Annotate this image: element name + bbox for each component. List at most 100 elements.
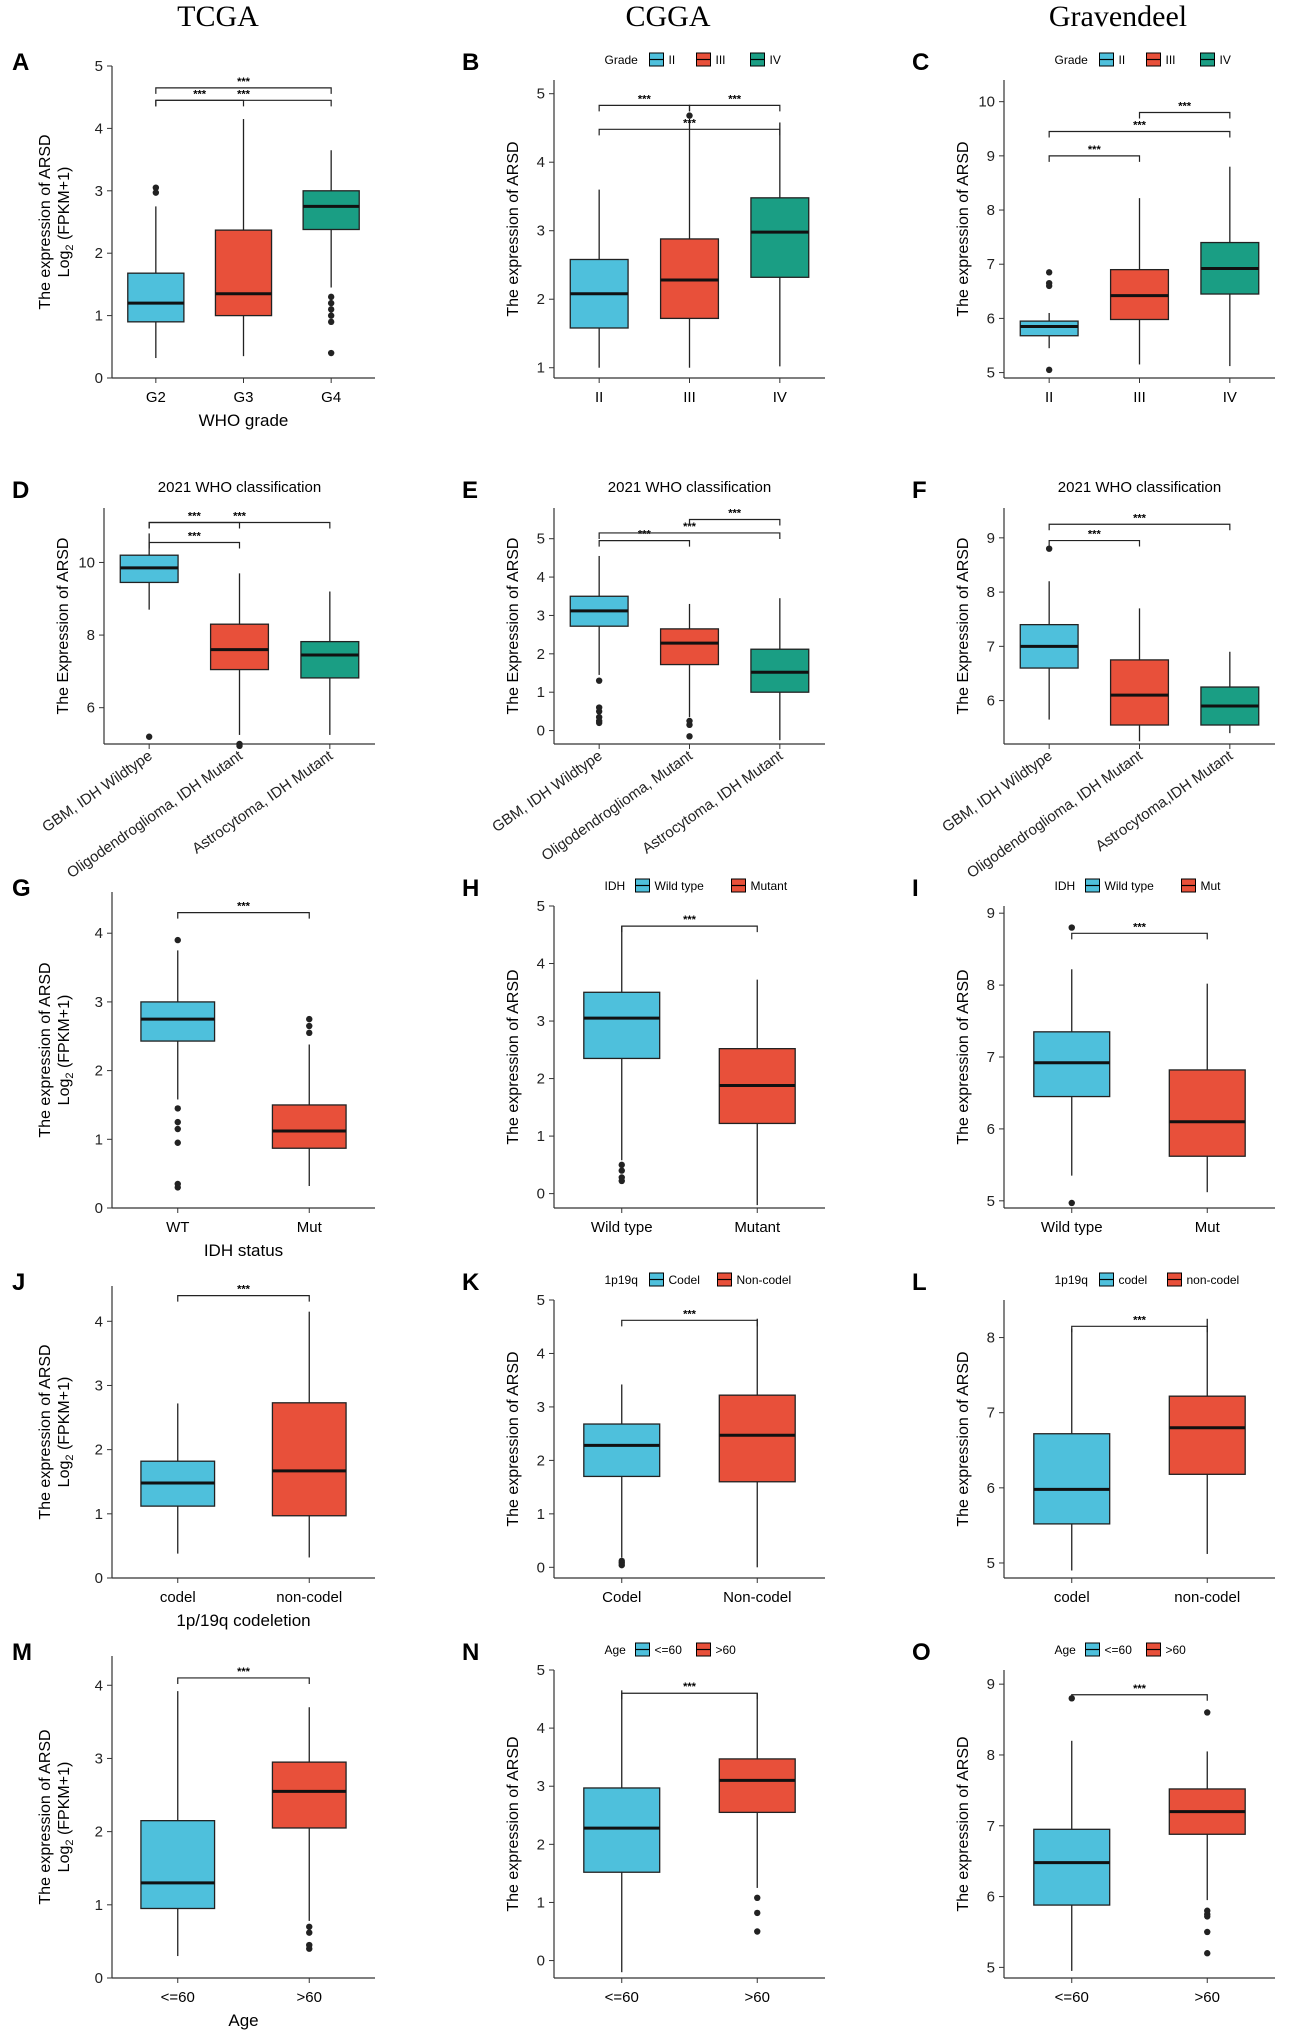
column-title-cgga: CGGA <box>625 0 710 33</box>
panel-e-sig-label-2: *** <box>728 508 742 520</box>
panel-b-sig-label-2: *** <box>728 93 742 105</box>
panel-j: J 0 1 2 3 4 The expression of ARSD Log2 (FPKM+1… <box>12 1269 375 1630</box>
panel-e-outlier-1-1 <box>686 721 693 729</box>
panel-n-ytick-label: 5 <box>537 1662 545 1679</box>
panel-l-legend-title: 1p19q <box>1055 1273 1088 1287</box>
panel-n-ytick-label: 1 <box>537 1894 545 1911</box>
panel-k-letter: K <box>462 1269 480 1296</box>
panel-m-xtick-label: >60 <box>297 1989 322 2006</box>
panel-d-box-2 <box>300 591 360 735</box>
panel-l-box-0 <box>1033 1328 1111 1571</box>
panel-l: L 1p19q codel non-codel 5 6 7 8 The expression o… <box>912 1269 1275 1606</box>
panel-c-ylabel: The expression of ARSD <box>955 141 972 316</box>
panel-f-box-2 <box>1200 651 1260 734</box>
panel-f-sig-label-0: *** <box>1088 529 1102 541</box>
column-title-tcga: TCGA <box>177 0 259 33</box>
panel-b-letter: B <box>462 49 479 76</box>
panel-f-ytick-label: 7 <box>987 638 995 655</box>
panel-g-ytick-label: 0 <box>95 1200 103 1217</box>
panel-o-ytick-label: 6 <box>987 1889 995 1906</box>
panel-a-ytick-label: 2 <box>95 245 103 262</box>
panel-d-outlier-0-0 <box>145 733 153 740</box>
panel-i-ylabel: The expression of ARSD <box>955 969 972 1144</box>
panel-e-sig-label-1: *** <box>683 521 697 533</box>
panel-n: N Age <=60 >60 0 1 2 3 4 5 The expression of ARSD <… <box>462 1639 825 2006</box>
panel-k-box-rect-0 <box>583 1423 661 1478</box>
panel-d-sig-label-1: *** <box>188 511 202 523</box>
panel-i-sig-label-0: *** <box>1133 921 1147 933</box>
panel-b-sig-label-1: *** <box>683 117 697 129</box>
panel-b-box-rect-2 <box>750 197 810 278</box>
panel-b-xtick-label: II <box>595 389 603 406</box>
panel-m-ytick-label: 2 <box>95 1824 103 1841</box>
panel-d-ytick-label: 8 <box>87 627 95 644</box>
panel-e-box-rect-2 <box>750 648 810 693</box>
panel-b-ytick-label: 3 <box>537 223 545 240</box>
panel-f-sig-label-1: *** <box>1133 512 1147 524</box>
panel-m-ylabel-line2: Log2 (FPKM+1) <box>56 1762 76 1873</box>
panel-m-xlabel: Age <box>228 2011 258 2030</box>
panel-g-box-rect-0 <box>140 1001 216 1042</box>
panel-l-legend-label-1: non-codel <box>1187 1273 1240 1287</box>
panel-c-box-0 <box>1019 269 1079 374</box>
panel-l-sig-label-0: *** <box>1133 1314 1147 1326</box>
panel-i-box-0 <box>1033 924 1111 1207</box>
panel-a-box-rect-2 <box>302 190 360 231</box>
panel-a-xlabel: WHO grade <box>199 411 289 430</box>
panel-g-outlier-0-3 <box>174 1125 181 1133</box>
panel-h-ytick-label: 1 <box>537 1128 545 1145</box>
panel-c-ytick-label: 5 <box>987 365 995 382</box>
panel-n-box-0 <box>583 1690 661 1973</box>
panel-m-sig-bracket-0 <box>177 1677 310 1684</box>
panel-k: K 1p19q Codel Non-codel 0 1 2 3 4 5 The expression… <box>462 1269 825 1606</box>
panel-i-ytick-label: 5 <box>987 1193 995 1210</box>
panel-j-xtick-label: codel <box>160 1589 196 1606</box>
panel-g-outlier-1-0 <box>306 1015 313 1023</box>
panel-h-xtick-label: Wild type <box>591 1219 653 1236</box>
panel-k-ylabel: The expression of ARSD <box>505 1351 522 1526</box>
panel-k-legend: 1p19q Codel Non-codel <box>605 1272 791 1287</box>
panel-g-outlier-0-1 <box>174 1105 181 1112</box>
panel-b-sig-label-0: *** <box>638 93 652 105</box>
panel-a-outlier-2-3 <box>327 312 335 319</box>
panel-m-outlier-1-3 <box>306 1945 313 1952</box>
panel-k-ytick-label: 1 <box>537 1506 545 1523</box>
panel-e-sig-bracket-1 <box>598 532 781 539</box>
panel-c-xtick-label: II <box>1045 389 1053 406</box>
panel-g-ytick-label: 2 <box>95 1063 103 1080</box>
panel-o-box-0 <box>1033 1695 1111 1971</box>
panel-h-outlier-0-1 <box>618 1167 625 1174</box>
panel-j-ytick-label: 3 <box>95 1377 103 1394</box>
panel-o-legend-title: Age <box>1055 1643 1077 1657</box>
panel-b-ytick-label: 1 <box>537 360 545 377</box>
panel-e-ytick-label: 2 <box>537 646 545 663</box>
panel-h-ylabel: The expression of ARSD <box>505 969 522 1144</box>
panel-o-box-rect-0 <box>1033 1828 1111 1906</box>
panel-d-box-1 <box>209 573 270 750</box>
panel-l-ytick-label: 8 <box>987 1330 995 1347</box>
panel-o-letter: O <box>912 1639 931 1666</box>
panel-d-ytick-label: 10 <box>78 554 95 571</box>
panel-l-xtick-label: non-codel <box>1174 1589 1240 1606</box>
panel-l-legend-label-0: codel <box>1119 1273 1148 1287</box>
panel-h-xtick-label: Mutant <box>734 1219 781 1236</box>
panel-n-outlier-1-0 <box>754 1894 761 1902</box>
panel-h-legend: IDH Wild type Mutant <box>605 878 788 893</box>
panel-o-outlier-1-5 <box>1204 1950 1211 1957</box>
panel-k-xtick-label: Non-codel <box>723 1589 791 1606</box>
panel-i-box-1 <box>1168 983 1246 1193</box>
panel-b-legend-label-1: III <box>716 53 726 67</box>
panel-m-ytick-label: 0 <box>95 1970 103 1987</box>
panel-d-outlier-1-1 <box>236 742 243 750</box>
panel-c-xtick-label: IV <box>1223 389 1237 406</box>
panel-e-sig-bracket-2 <box>688 518 781 526</box>
panel-e-ytick-label: 1 <box>537 684 545 701</box>
panel-a-ylabel-line2: Log2 (FPKM+1) <box>56 167 76 278</box>
panel-i-legend: IDH Wild type Mut <box>1055 878 1221 893</box>
panel-h-sig-label-0: *** <box>683 914 697 926</box>
panel-g-outlier-0-0 <box>174 936 181 944</box>
panel-a-box-rect-1 <box>214 229 273 317</box>
panel-n-ytick-label: 2 <box>537 1836 545 1853</box>
panel-h-outlier-0-3 <box>618 1177 625 1185</box>
